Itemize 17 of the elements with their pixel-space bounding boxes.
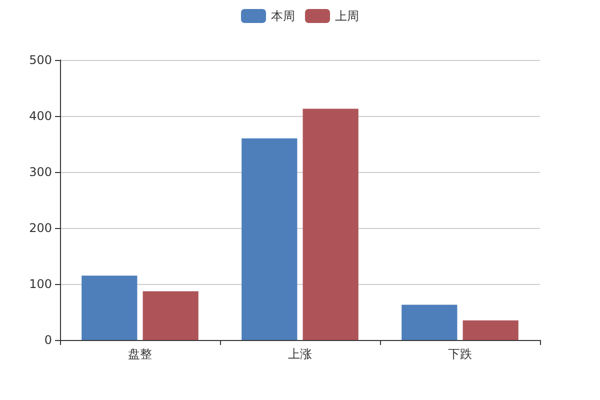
bar	[302, 108, 358, 340]
x-tick-label: 盘整	[128, 347, 152, 361]
legend-label: 本周	[271, 9, 295, 23]
bar	[462, 320, 518, 340]
x-tick-label: 下跌	[448, 347, 472, 361]
y-tick-label: 300	[29, 165, 52, 179]
y-tick-label: 200	[29, 221, 52, 235]
y-tick-label: 100	[29, 277, 52, 291]
bar	[402, 304, 458, 340]
y-tick-label: 0	[44, 333, 52, 347]
y-tick-label: 400	[29, 109, 52, 123]
bar	[82, 276, 138, 340]
bar	[242, 138, 298, 340]
y-tick-label: 500	[29, 53, 52, 67]
bar	[142, 291, 198, 340]
legend-label: 上周	[335, 9, 359, 23]
x-tick-label: 上涨	[288, 347, 312, 361]
